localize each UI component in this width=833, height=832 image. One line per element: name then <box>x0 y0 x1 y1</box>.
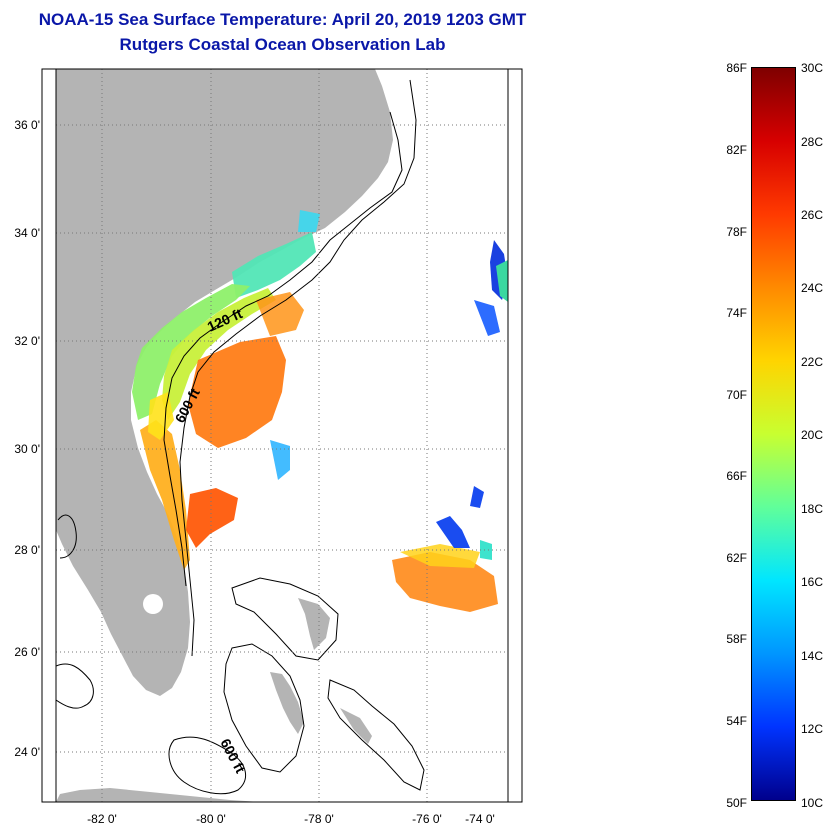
colorbar-c-label: 28C <box>801 135 824 149</box>
lon-tick-label: -82 0' <box>87 812 117 826</box>
colorbar-f-label: 78F <box>726 225 747 239</box>
tick-frame <box>41 68 523 803</box>
lat-tick-label: 28 0' <box>14 543 40 557</box>
colorbar-c-label: 10C <box>801 796 824 810</box>
colorbar-c-label: 26C <box>801 208 824 222</box>
temperature-colorbar <box>751 67 796 801</box>
map-title: NOAA-15 Sea Surface Temperature: April 2… <box>38 10 527 29</box>
colorbar-f-label: 62F <box>726 551 747 565</box>
lon-tick-label: -76 0' <box>412 812 442 826</box>
lon-tick-label: -80 0' <box>196 812 226 826</box>
colorbar-c-label: 14C <box>801 649 824 663</box>
bahamas-land <box>270 598 372 744</box>
map-subtitle: Rutgers Coastal Ocean Observation Lab <box>119 35 446 54</box>
lat-tick-label: 34 0' <box>14 226 40 240</box>
lat-tick-label: 30 0' <box>14 442 40 456</box>
lat-tick-label: 26 0' <box>14 645 40 659</box>
colorbar-c-label: 16C <box>801 575 824 589</box>
colorbar-f-label: 50F <box>726 796 747 810</box>
lat-tick-label: 24 0' <box>14 745 40 759</box>
lat-tick-label: 32 0' <box>14 334 40 348</box>
lon-tick-label: -74 0' <box>465 812 495 826</box>
colorbar-c-label: 24C <box>801 281 824 295</box>
latitude-axis: 36 0' 34 0' 32 0' 30 0' 28 0' 26 0' 24 0… <box>14 118 40 759</box>
lat-tick-label: 36 0' <box>14 118 40 132</box>
sst-data-layer <box>132 210 508 612</box>
colorbar-c-label: 18C <box>801 502 824 516</box>
colorbar-f-label: 86F <box>726 61 747 75</box>
colorbar-c-label: 22C <box>801 355 824 369</box>
colorbar-f-label: 70F <box>726 388 747 402</box>
colorbar-f-label: 58F <box>726 632 747 646</box>
lon-tick-label: -78 0' <box>304 812 334 826</box>
longitude-axis: -82 0' -80 0' -78 0' -76 0' -74 0' <box>87 812 495 826</box>
colorbar-c-label: 12C <box>801 722 824 736</box>
colorbar-f-label: 74F <box>726 306 747 320</box>
colorbar-f-label: 82F <box>726 143 747 157</box>
map-grid <box>56 69 508 802</box>
lake-okeechobee <box>143 594 163 614</box>
colorbar-c-label: 30C <box>801 61 824 75</box>
cuba-land <box>56 788 260 802</box>
colorbar-f-label: 54F <box>726 714 747 728</box>
colorbar-f-label: 66F <box>726 469 747 483</box>
colorbar-c-label: 20C <box>801 428 824 442</box>
depth-contours <box>56 79 425 795</box>
